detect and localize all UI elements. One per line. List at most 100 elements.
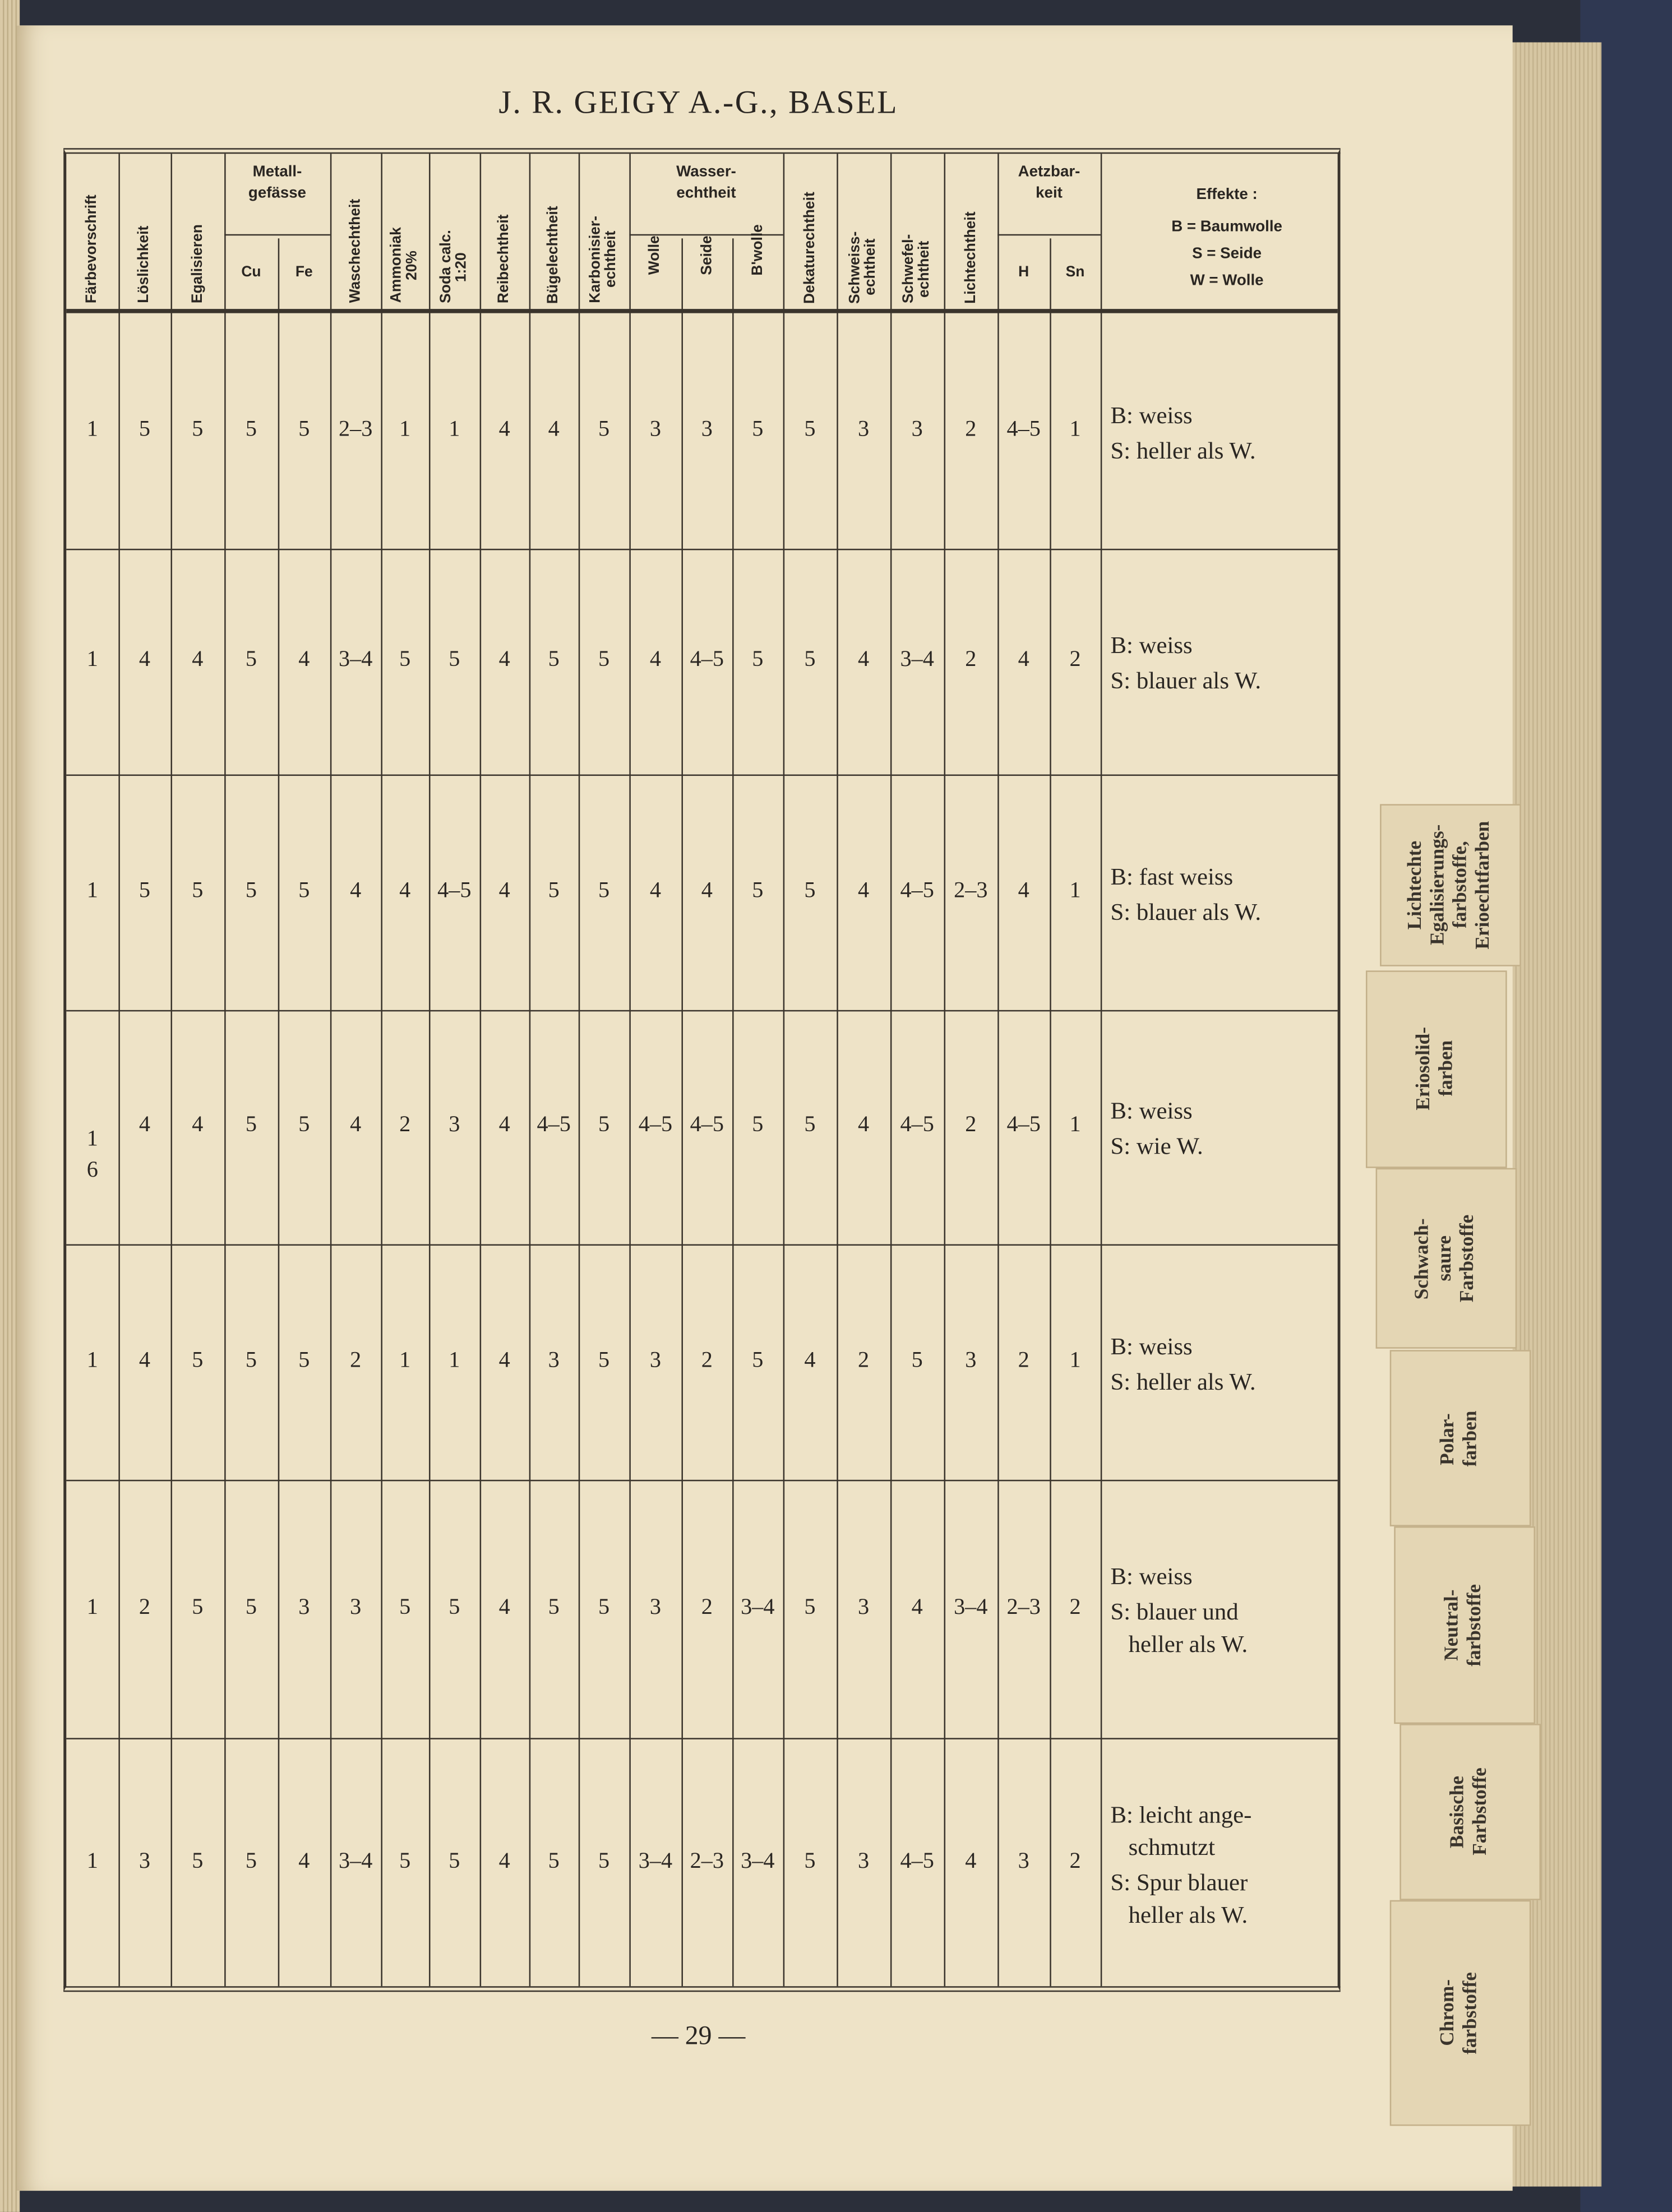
effekte-legend: Effekte : B = Baumwolle S = Seide W = Wo… <box>1110 182 1343 295</box>
row-divider <box>66 548 1338 550</box>
table-cell: 3–4 <box>954 1594 988 1619</box>
table-cell: 4 <box>138 647 151 672</box>
column-divider <box>381 154 382 1987</box>
left-page-edges <box>0 0 20 2212</box>
effekte-line: B: weiss <box>1110 632 1193 659</box>
legend-w: W = Wolle <box>1190 272 1264 289</box>
table-cell: 3–4 <box>741 1848 775 1873</box>
table-cell: 1 <box>86 1848 98 1873</box>
table-cell: 1 <box>399 1348 411 1372</box>
table-cell: 4 <box>192 647 204 672</box>
table-cell: 4 <box>298 1848 310 1873</box>
row-divider <box>66 774 1338 776</box>
table-cell: 2 <box>701 1594 713 1619</box>
column-header-label: Ammoniak 20% <box>388 227 421 304</box>
header-separator <box>66 309 1338 313</box>
table-cell: 1 <box>1069 1113 1081 1137</box>
column-header-label: Färbevorschrift <box>83 195 100 304</box>
table-cell: 3–4 <box>741 1594 775 1619</box>
table-cell: 4 <box>649 647 661 672</box>
table-cell: 5 <box>449 1594 460 1619</box>
table-cell: 4 <box>298 647 310 672</box>
table-cell: 5 <box>449 1848 460 1873</box>
index-tab[interactable]: Schwach- saure Farbstoffe <box>1375 1168 1517 1349</box>
column-header-label: Bügelechtheit <box>544 205 562 304</box>
table-cell: 1 <box>86 647 98 672</box>
column-header-label: Egalisieren <box>188 224 206 304</box>
column-divider <box>732 238 734 1987</box>
table-cell: 5 <box>138 878 151 903</box>
table-cell: 2 <box>965 647 977 672</box>
column-divider <box>681 238 683 1987</box>
column-header-label: Wolle <box>646 235 663 275</box>
table-cell: 2 <box>350 1348 362 1372</box>
table-cell: 3 <box>649 1348 661 1372</box>
table-cell: 3–4 <box>338 647 373 672</box>
column-header: Reibechtheit <box>480 154 529 309</box>
column-header: Waschechtheit <box>330 154 381 309</box>
effekte-line: B: leicht ange- schmutzt <box>1110 1801 1252 1861</box>
group-header-metall: Metall- gefässe <box>248 163 307 202</box>
index-tab[interactable]: Polar- farben <box>1389 1350 1531 1526</box>
table-cell: 1 <box>86 878 98 903</box>
table-cell: 4–5 <box>900 1113 934 1137</box>
table-cell: 4 <box>498 1113 510 1137</box>
table-cell: 5 <box>804 1113 816 1137</box>
column-divider <box>224 154 226 1987</box>
table-cell: 4–5 <box>900 1848 934 1873</box>
table-cell: 3 <box>911 417 923 441</box>
table-cell: 4 <box>858 647 870 672</box>
table-cell: 4 <box>350 1113 362 1137</box>
index-tab[interactable]: Eriosolid- farben <box>1365 970 1507 1168</box>
table-cell: 2 <box>965 1113 977 1137</box>
table-cell: 5 <box>245 878 257 903</box>
column-header-label: Schwefel- echtheit <box>900 234 933 304</box>
group-header-aetz: Aetzbar- keit <box>1018 163 1080 202</box>
effekte-line: S: blauer als W. <box>1110 897 1262 925</box>
table-cell: 4 <box>1018 647 1029 672</box>
index-tab[interactable]: Basische Farbstoffe <box>1400 1724 1541 1900</box>
table-cell: 2–3 <box>1006 1594 1041 1619</box>
table-cell: 5 <box>399 1848 411 1873</box>
row-divider <box>66 1010 1338 1012</box>
table-cell: 3–4 <box>338 1848 373 1873</box>
effekte-title: Effekte : <box>1196 186 1258 203</box>
legend-s: S = Seide <box>1192 245 1262 263</box>
table-cell: 5 <box>598 1348 610 1372</box>
table-cell: 5 <box>548 1594 560 1619</box>
column-header: Bügelechtheit <box>529 154 579 309</box>
table-cell: 5 <box>804 878 816 903</box>
table-cell: 4 <box>498 878 510 903</box>
column-divider <box>1100 154 1102 1987</box>
index-tab[interactable]: Lichtechte Egalisierungs- farbstoffe, Er… <box>1380 804 1521 966</box>
table-cell: 4 <box>1018 878 1029 903</box>
group-header-wasser: Wasser- echtheit <box>676 163 736 202</box>
row-divider <box>66 1738 1338 1739</box>
index-tab[interactable]: Chrom- farbstoffe <box>1389 1900 1531 2126</box>
table-cell: 4 <box>498 417 510 441</box>
column-header-label: Waschechtheit <box>346 199 363 304</box>
table-cell: 3 <box>858 417 870 441</box>
column-header: Seide <box>681 154 732 309</box>
table-cell: 5 <box>598 417 610 441</box>
column-header-label: B'wolle <box>749 224 766 275</box>
table-cell: 4 <box>649 878 661 903</box>
effekte-cell: B: leicht ange- schmutzt S: Spur blauer h… <box>1110 1798 1251 1931</box>
table-cell: 5 <box>298 1113 310 1137</box>
group-divider <box>629 234 783 236</box>
table-cell: 4 <box>701 878 713 903</box>
table-cell: 5 <box>598 1848 610 1873</box>
column-divider <box>1050 238 1051 1987</box>
column-header-label: Reibechtheit <box>495 214 512 304</box>
column-header-label: Schweiss- echtheit <box>846 230 879 304</box>
column-header-label: H <box>1018 263 1029 281</box>
index-tab[interactable]: Neutral- farbstoffe <box>1394 1526 1535 1724</box>
table-cell: 5 <box>548 1848 560 1873</box>
table-cell: 3 <box>701 417 713 441</box>
table-cell: 5 <box>245 417 257 441</box>
index-tab-label: Basische Farbstoffe <box>1447 1768 1491 1856</box>
table-cell: 3 <box>649 1594 661 1619</box>
column-header: H <box>997 154 1050 309</box>
column-header-label: Löslichkeit <box>135 225 153 304</box>
